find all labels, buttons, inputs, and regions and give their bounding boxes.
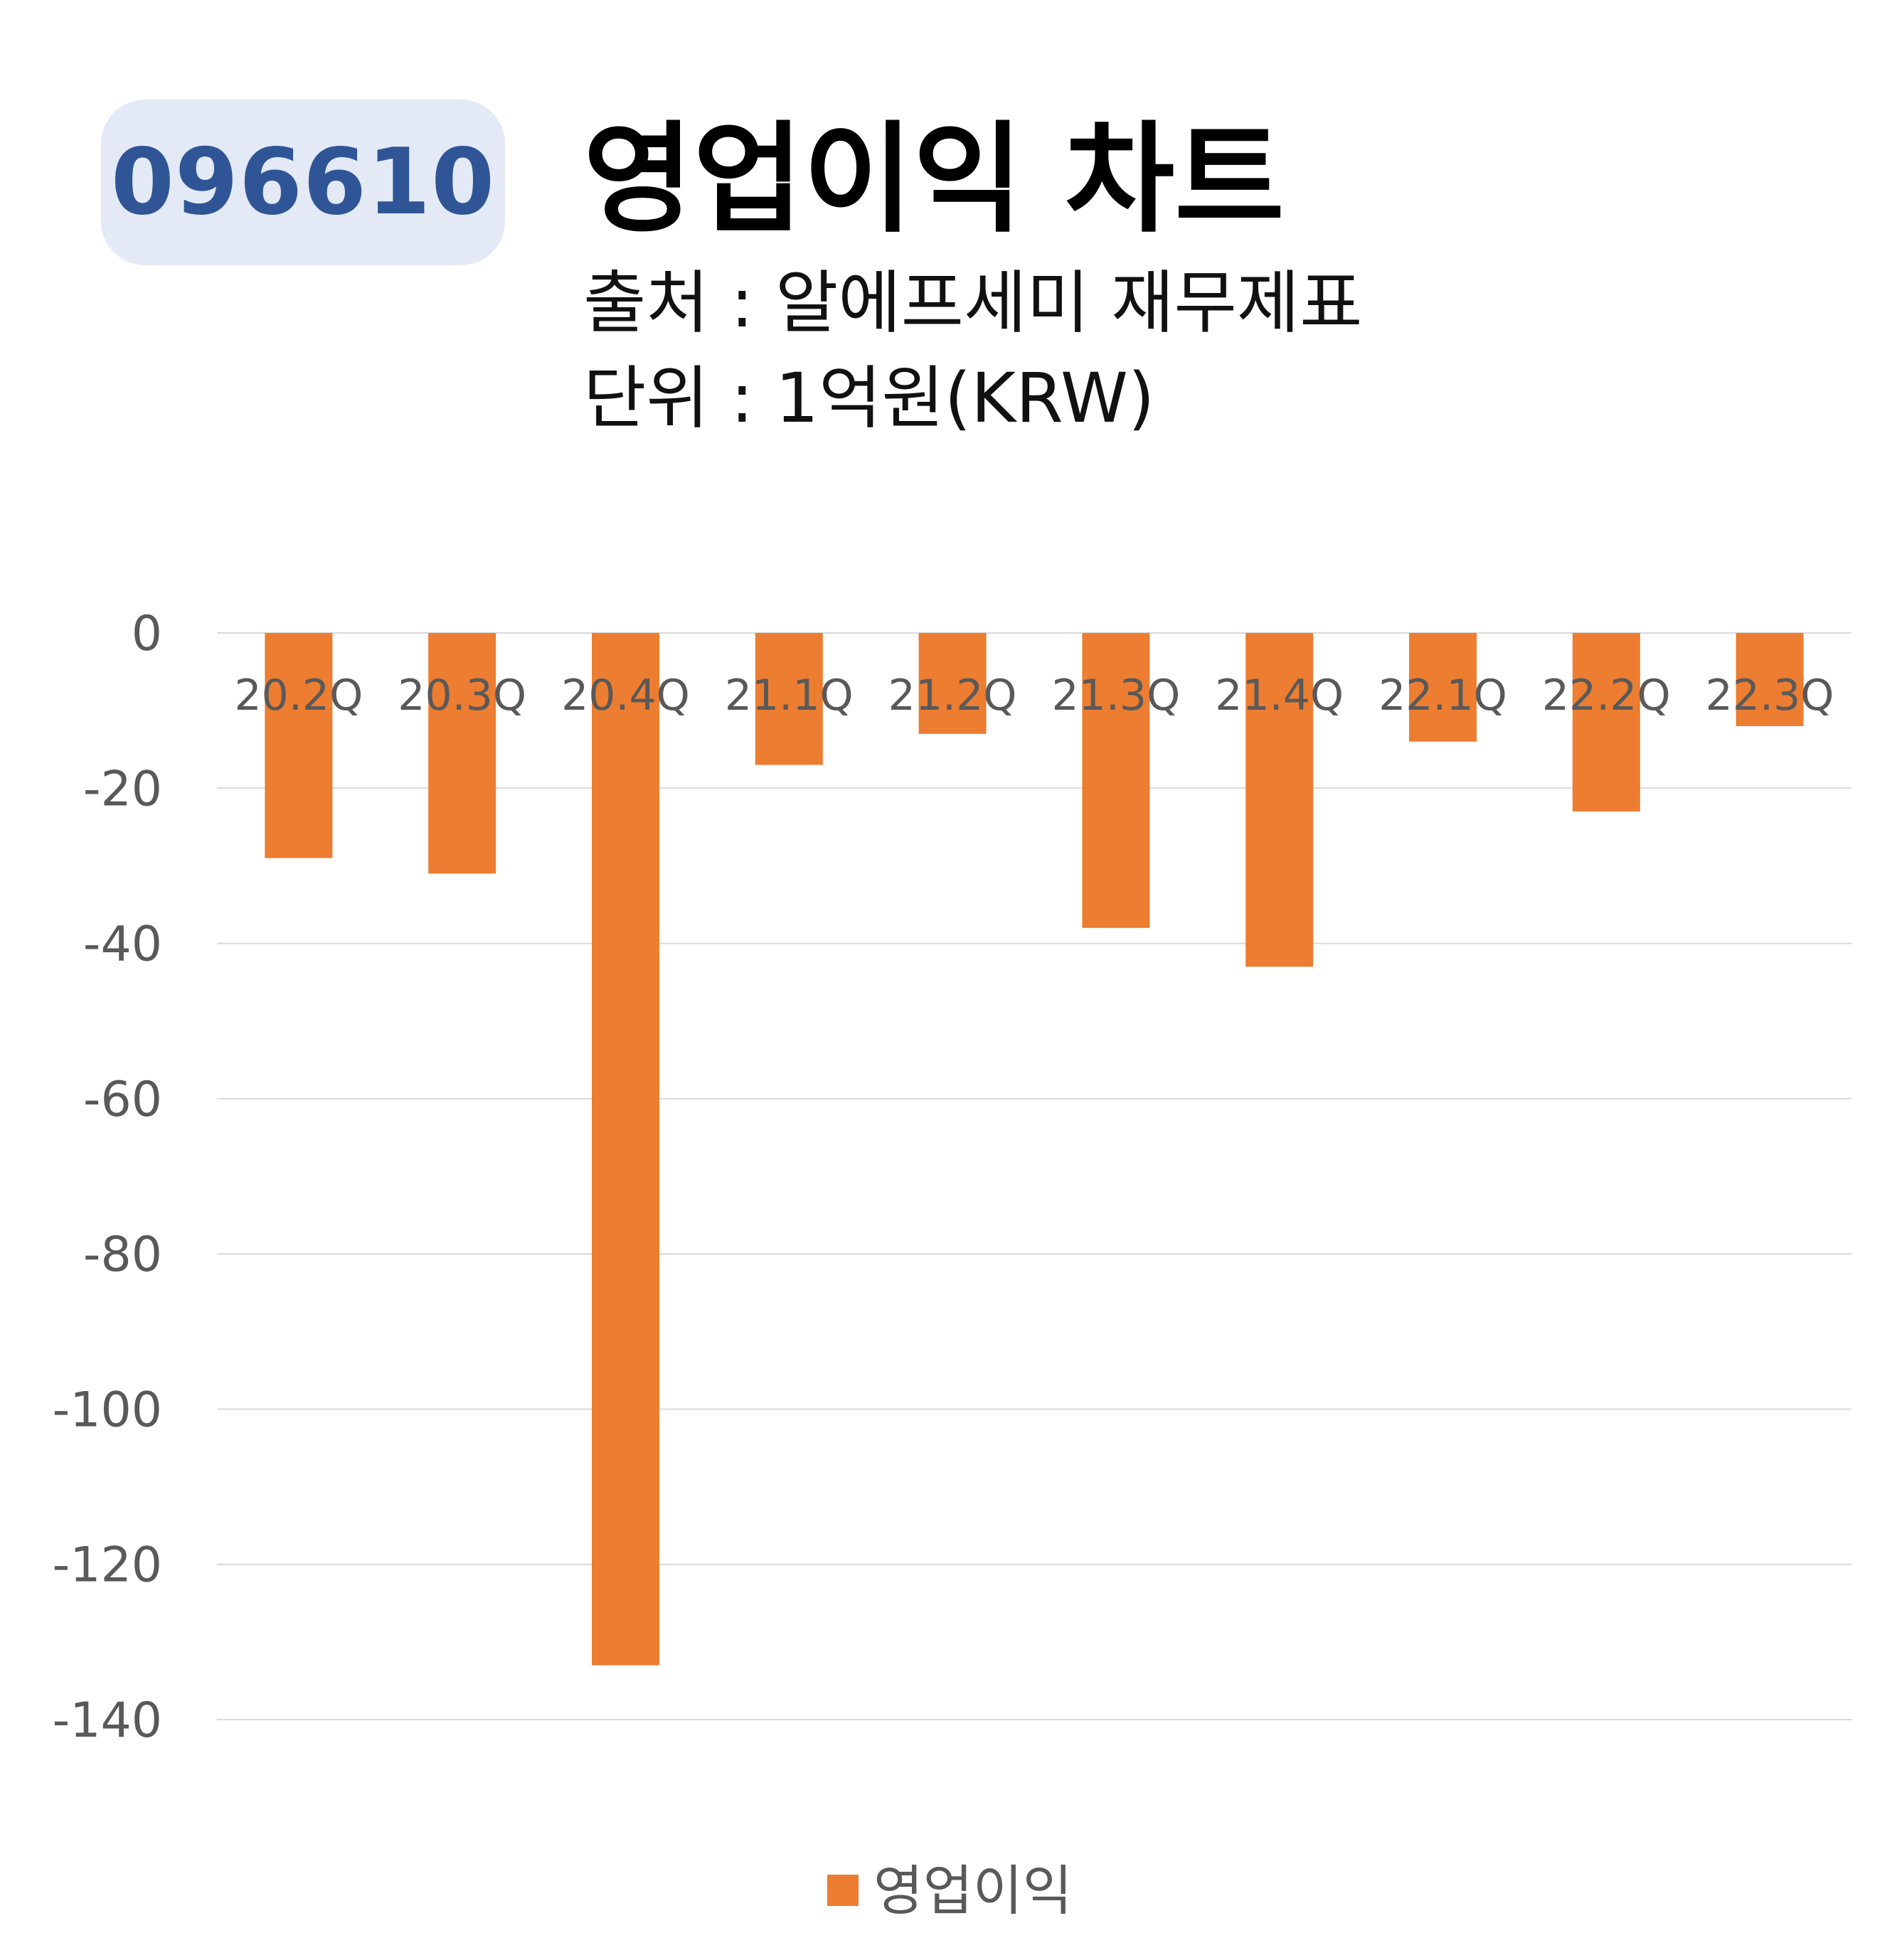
bars xyxy=(265,633,1804,1666)
bar-20.3Q xyxy=(428,633,496,874)
y-tick-label: -80 xyxy=(83,1227,162,1283)
x-category-label: 22.3Q xyxy=(1706,671,1834,720)
y-axis-tick-labels: 0 -20 -40 -60 -80 -100 -120 -140 xyxy=(53,606,162,1749)
y-tick-label: -120 xyxy=(53,1538,162,1594)
legend-swatch xyxy=(827,1875,859,1906)
bar-22.2Q xyxy=(1572,633,1640,812)
x-category-label: 20.2Q xyxy=(234,671,363,720)
category-labels: 20.2Q 20.3Q 20.4Q 21.1Q 21.2Q 21.3Q 21.4Q 22.1Q… xyxy=(234,671,1834,720)
x-category-label: 22.2Q xyxy=(1542,671,1671,720)
x-category-label: 21.4Q xyxy=(1215,671,1344,720)
legend-label: 영업이익 xyxy=(873,1859,1073,1922)
chart-title: 영업이익 차트 xyxy=(583,110,1285,249)
x-category-label: 22.1Q xyxy=(1378,671,1507,720)
x-category-label: 20.3Q xyxy=(398,671,526,720)
ticker-badge: 096610 xyxy=(101,100,505,265)
legend: 영업이익 xyxy=(827,1859,1073,1922)
x-category-label: 21.1Q xyxy=(725,671,854,720)
bar-21.1Q xyxy=(755,633,823,765)
y-tick-label: -40 xyxy=(83,917,162,973)
x-category-label: 20.4Q xyxy=(561,671,690,720)
bar-22.3Q xyxy=(1736,633,1804,726)
bar-20.2Q xyxy=(265,633,333,858)
y-tick-label: 0 xyxy=(132,606,162,662)
y-tick-label: -20 xyxy=(83,761,162,817)
bar-20.4Q xyxy=(592,633,659,1666)
x-category-label: 21.3Q xyxy=(1051,671,1180,720)
y-tick-label: -60 xyxy=(83,1072,162,1128)
y-tick-label: -140 xyxy=(53,1693,162,1749)
unit-note: 단위 : 1억원(KRW) xyxy=(583,358,1155,438)
x-category-label: 21.2Q xyxy=(888,671,1017,720)
y-tick-label: -100 xyxy=(53,1382,162,1438)
bar-21.2Q xyxy=(918,633,987,734)
bar-21.4Q xyxy=(1245,633,1314,967)
source-note: 출처 : 알에프세미 재무제표 xyxy=(583,263,1363,343)
bar-22.1Q xyxy=(1409,633,1477,742)
bar-21.3Q xyxy=(1082,633,1150,928)
